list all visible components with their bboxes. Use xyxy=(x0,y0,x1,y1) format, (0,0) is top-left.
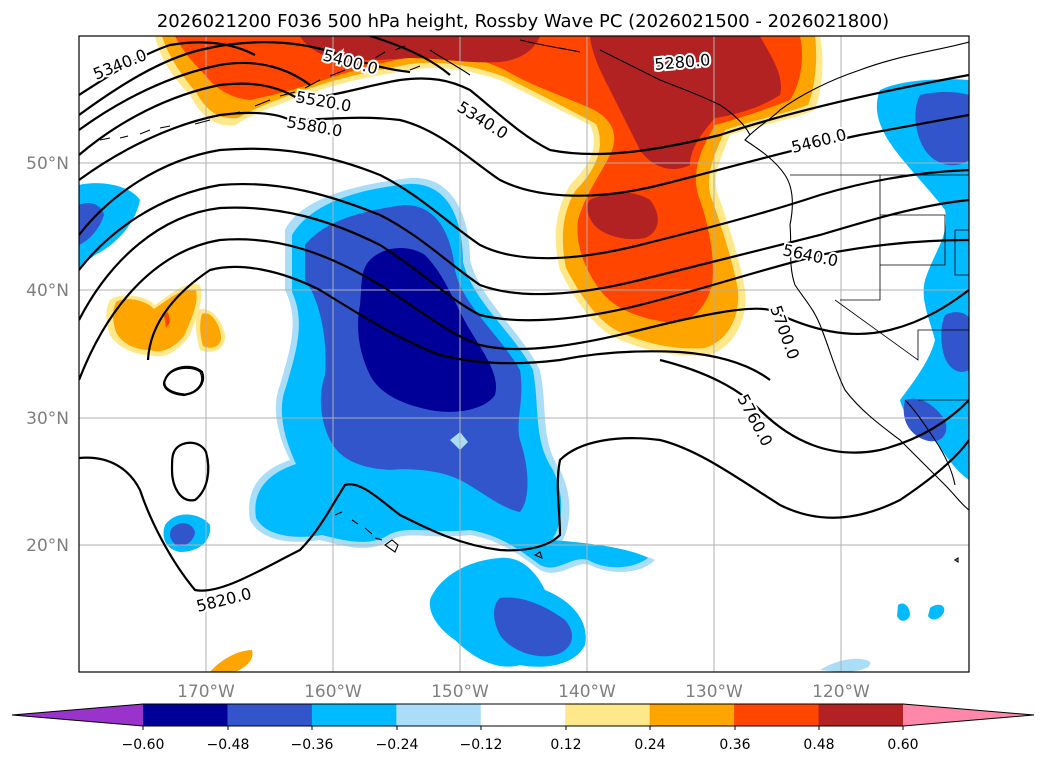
colorbar-ticks xyxy=(142,726,904,730)
neg-band-060 xyxy=(358,248,496,412)
colorbar-tick-label: −0.60 xyxy=(122,737,165,753)
lon-tick-label: 140°W xyxy=(558,682,616,702)
contour-5580 xyxy=(79,111,969,197)
neg-small-1-inner xyxy=(169,523,195,546)
neg-small-5 xyxy=(450,432,468,450)
colorbar-segment xyxy=(480,704,566,726)
neg-ne-inner2 xyxy=(941,312,969,372)
contour-5760 xyxy=(79,206,969,322)
pos-band-048 xyxy=(300,36,540,63)
pos-west-2-inner xyxy=(200,313,222,348)
pos-red-dot xyxy=(164,312,170,328)
map-frame xyxy=(78,35,970,673)
negative-anomaly-fields xyxy=(79,79,969,672)
colorbar-segment xyxy=(734,704,820,726)
lon-tick-label: 150°W xyxy=(431,682,489,702)
contour-loop1 xyxy=(163,365,205,397)
pos-band-048c xyxy=(587,192,658,240)
contour-5760b xyxy=(659,358,969,454)
colorbar-extend-min xyxy=(12,704,143,726)
colorbar-segment xyxy=(143,704,228,726)
colorbar-segment xyxy=(311,704,397,726)
pos-west-1-inner xyxy=(113,289,197,352)
lon-tick-label: 170°W xyxy=(177,682,235,702)
colorbar-tick-label: 0.24 xyxy=(634,737,665,753)
contour-5820b xyxy=(79,437,969,592)
neg-ne xyxy=(876,79,969,480)
contour-loop2 xyxy=(170,441,210,502)
colorbar-tick-label: 0.60 xyxy=(887,737,918,753)
contour-5400 xyxy=(79,41,411,116)
lat-tick-label: 30°N xyxy=(26,409,69,429)
lon-tick-label: 130°W xyxy=(685,682,743,702)
lat-tick-label: 20°N xyxy=(26,536,69,556)
colorbar-segment xyxy=(565,704,651,726)
colorbar-tick-label: −0.12 xyxy=(460,737,503,753)
contour-5700 xyxy=(79,182,969,296)
neg-south-inner xyxy=(494,597,573,657)
graticule xyxy=(79,36,969,672)
colorbar-tick-label: −0.24 xyxy=(376,737,419,753)
contour-5700b xyxy=(146,265,771,381)
colorbar-segment xyxy=(227,704,313,726)
colorbar-tick-label: 0.12 xyxy=(550,737,581,753)
lat-tick-label: 50°N xyxy=(26,154,69,174)
colorbar-tick-label: 0.36 xyxy=(719,737,750,753)
neg-small-4 xyxy=(820,658,871,672)
contour-5340a xyxy=(79,41,256,96)
colorbar-labels: −0.60 −0.48 −0.36 −0.24 −0.12 0.12 0.24 … xyxy=(122,737,919,753)
contour-5520 xyxy=(79,73,969,156)
colorbar-tick-label: −0.36 xyxy=(291,737,334,753)
colorbar-segment xyxy=(396,704,482,726)
pos-sw xyxy=(210,650,253,672)
contour-5820 xyxy=(79,238,969,381)
neg-ne-inner3 xyxy=(903,398,947,442)
colorbar-segment xyxy=(818,704,904,726)
lon-tick-label: 120°W xyxy=(812,682,870,702)
height-contours xyxy=(79,36,969,592)
colorbar-tick-label: −0.48 xyxy=(207,737,250,753)
coastlines xyxy=(99,39,969,564)
neg-small-3 xyxy=(928,604,945,620)
neg-small-2 xyxy=(897,603,910,621)
colorbar-extend-max xyxy=(903,704,1034,726)
neg-ne-inner xyxy=(915,91,969,166)
colorbar-segments xyxy=(12,704,1034,726)
contour-5460 xyxy=(79,36,451,131)
colorbar-tick-label: 0.48 xyxy=(803,737,834,753)
longitude-ticks: 170°W 160°W 150°W 140°W 130°W 120°W xyxy=(177,682,870,702)
colorbar-segment xyxy=(649,704,735,726)
map-title: 2026021200 F036 500 hPa height, Rossby W… xyxy=(157,11,889,32)
contour-5640 xyxy=(79,147,969,260)
lat-tick-label: 40°N xyxy=(26,281,69,301)
latitude-ticks: 50°N 40°N 30°N 20°N xyxy=(26,154,69,556)
lon-tick-label: 160°W xyxy=(304,682,362,702)
colorbar: −0.60 −0.48 −0.36 −0.24 −0.12 0.12 0.24 … xyxy=(11,703,1035,753)
map-panel: 5340.0 5400.0 5520.0 5580.0 5340.0 5280.… xyxy=(79,36,969,672)
